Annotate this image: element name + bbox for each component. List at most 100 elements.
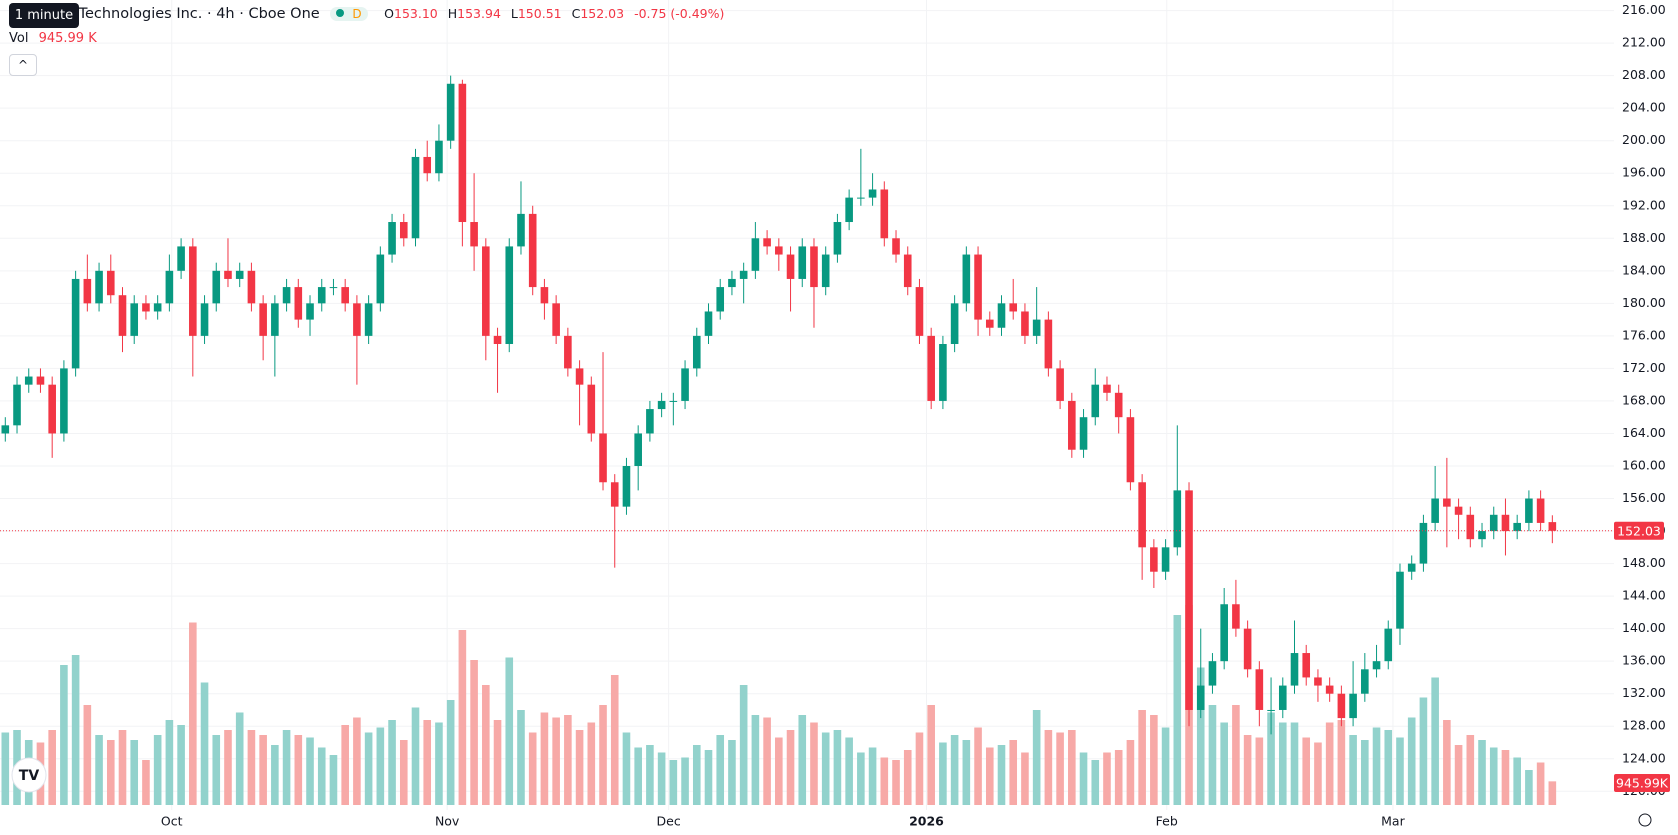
- volume-bar: [1114, 750, 1123, 805]
- open-value: 153.10: [394, 6, 438, 21]
- candle-body: [224, 270, 232, 279]
- volume-bar: [833, 730, 842, 805]
- y-tick-label: 196.00: [1622, 165, 1666, 180]
- candle-body: [1243, 628, 1252, 670]
- candle-body: [95, 270, 103, 304]
- volume-bar: [399, 740, 408, 805]
- candle-body: [259, 303, 267, 336]
- y-tick-label: 204.00: [1622, 100, 1666, 115]
- candle-body: [587, 384, 596, 434]
- candle-body: [48, 384, 56, 434]
- volume-bar: [1255, 737, 1264, 805]
- candle-body: [1079, 417, 1088, 450]
- candle-body: [1302, 653, 1311, 678]
- collapse-button[interactable]: ^: [9, 54, 37, 76]
- candle-body: [821, 254, 830, 288]
- candle-body: [1173, 490, 1182, 548]
- volume-bar: [1466, 735, 1475, 805]
- candle-body: [106, 270, 115, 296]
- legend-row: r Technologies Inc. · 4h · Cboe One D O1…: [68, 6, 724, 22]
- volume-bar: [868, 747, 877, 805]
- volume-bar: [1196, 667, 1205, 805]
- candle-body: [540, 287, 549, 304]
- volume-bar: [716, 735, 725, 805]
- candle-body: [868, 189, 877, 198]
- candle-body: [962, 254, 971, 304]
- candle-body: [482, 246, 490, 336]
- volume-bar: [1290, 722, 1299, 805]
- price-label: 152.03: [1617, 523, 1661, 538]
- candle-body: [282, 287, 291, 304]
- candle-body: [634, 433, 642, 466]
- y-tick-label: 176.00: [1622, 327, 1666, 342]
- volume-bar: [1361, 740, 1369, 805]
- y-tick-label: 180.00: [1622, 295, 1666, 310]
- candle-body: [552, 303, 560, 336]
- volume-bar: [1232, 705, 1240, 805]
- y-tick-label: 192.00: [1622, 197, 1666, 212]
- volume-bar: [482, 685, 490, 805]
- volume-bar: [962, 740, 971, 805]
- volume-bar: [1325, 722, 1334, 805]
- volume-bar: [798, 715, 807, 805]
- candle-body: [1513, 522, 1521, 532]
- volume-bar: [1278, 722, 1287, 805]
- candle-body: [833, 222, 842, 255]
- candle-body: [189, 246, 197, 336]
- y-tick-label: 164.00: [1622, 425, 1666, 440]
- volume-bar: [692, 745, 701, 805]
- volume-bar: [1220, 722, 1228, 805]
- status-badge[interactable]: D: [330, 7, 368, 21]
- candle-body: [153, 303, 162, 312]
- volume-label-box: [1614, 774, 1670, 792]
- volume-bar: [306, 737, 314, 805]
- volume-bar: [177, 725, 185, 805]
- candle-body: [399, 222, 408, 239]
- volume-bar: [1372, 727, 1381, 805]
- y-tick-label: 132.00: [1622, 685, 1666, 700]
- y-tick-label: 136.00: [1622, 653, 1666, 668]
- volume-bar: [1056, 732, 1064, 805]
- candle-body: [1314, 677, 1322, 686]
- volume-bar: [763, 717, 771, 805]
- volume-bar: [130, 740, 139, 805]
- volume-bar: [106, 740, 115, 805]
- candle-body: [411, 156, 420, 239]
- volume-bar: [1419, 697, 1428, 805]
- candle-body: [24, 376, 33, 385]
- candle-body: [681, 368, 689, 401]
- volume-bar: [1150, 715, 1158, 805]
- candle-body: [177, 246, 185, 271]
- candle-body: [1407, 563, 1416, 572]
- candle-body: [1021, 311, 1029, 336]
- volume-bar: [24, 740, 33, 805]
- y-tick-label: 124.00: [1622, 750, 1666, 765]
- candle-body: [142, 303, 150, 312]
- candle-body: [646, 409, 654, 434]
- candle-body: [751, 238, 760, 271]
- volume-bar: [271, 745, 279, 805]
- volume-bar: [353, 717, 361, 805]
- candle-body: [1419, 522, 1428, 564]
- volume-bar: [564, 715, 572, 805]
- volume-bar: [880, 757, 889, 805]
- l-label: L: [510, 6, 518, 21]
- candle-body: [739, 270, 748, 279]
- candle-body: [915, 287, 924, 336]
- symbol-title[interactable]: r Technologies Inc. · 4h · Cboe One: [68, 6, 320, 22]
- candle-body: [1267, 709, 1275, 711]
- candle-body: [1466, 514, 1475, 540]
- candle-body: [810, 246, 818, 288]
- volume-legend: Vol 945.99 K: [9, 31, 97, 46]
- badge: D: [352, 7, 362, 21]
- tooltip: 1 minute: [9, 3, 79, 28]
- close-value: 152.03: [580, 6, 625, 21]
- volume-bar: [751, 715, 760, 805]
- candle-body: [845, 197, 853, 223]
- volume-bar: [587, 722, 596, 805]
- volume-label: 945.99K: [1616, 776, 1669, 791]
- candle-body: [271, 303, 279, 336]
- volume-bar: [739, 685, 748, 805]
- volume-bar: [915, 732, 924, 805]
- volume-bar: [810, 722, 818, 805]
